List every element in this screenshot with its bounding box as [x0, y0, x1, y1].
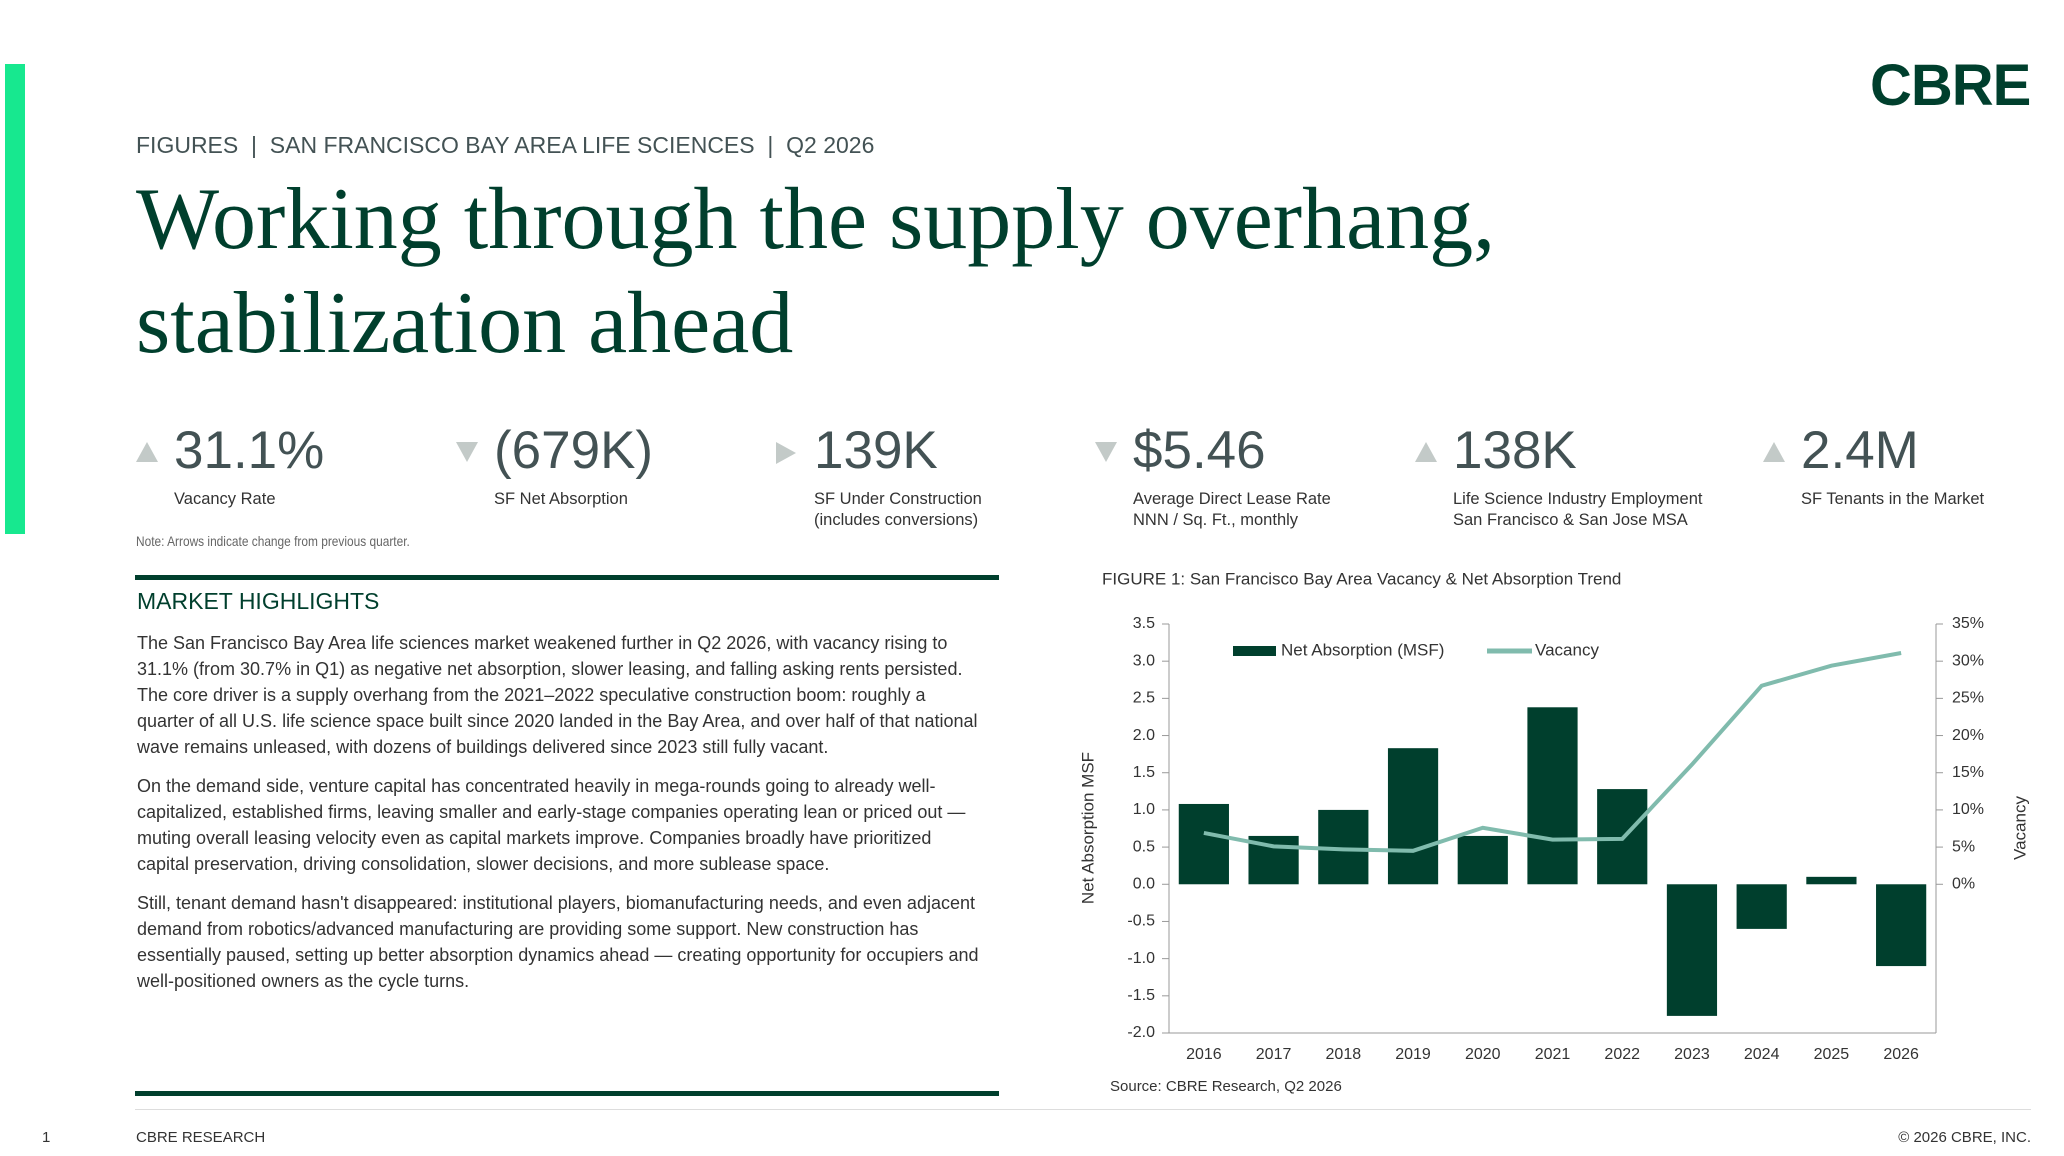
kicker: FIGURES | SAN FRANCISCO BAY AREA LIFE SC…	[136, 132, 875, 158]
stat-value: 138K	[1453, 421, 1577, 480]
x-tick-label: 2020	[1465, 1046, 1501, 1063]
paragraph: The San Francisco Bay Area life sciences…	[137, 633, 978, 757]
stat-label-line: SF Tenants in the Market	[1801, 490, 1985, 508]
x-tick-label: 2026	[1883, 1046, 1919, 1063]
stat-value: 139K	[814, 421, 938, 480]
y-tick-label: 2.5	[1133, 690, 1155, 707]
x-tick-label: 2019	[1395, 1046, 1431, 1063]
x-tick-label: 2023	[1674, 1046, 1710, 1063]
accent-bar	[5, 64, 25, 534]
bar	[1387, 748, 1439, 885]
bar	[1876, 884, 1927, 967]
y-axis-label: Net Absorption MSF	[1078, 752, 1097, 904]
rule	[135, 575, 999, 580]
stat-label-line: Vacancy Rate	[174, 490, 276, 508]
chart-title: FIGURE 1: San Francisco Bay Area Vacancy…	[1102, 569, 1621, 588]
trend-arrow	[1763, 442, 1785, 462]
footer-right: © 2026 CBRE, INC.	[1898, 1129, 2031, 1146]
stat-label-line: (includes conversions)	[814, 511, 979, 529]
y2-tick-label: 20%	[1952, 727, 1984, 744]
y-tick-label: 0.0	[1133, 875, 1155, 892]
bar	[1457, 835, 1508, 885]
x-tick-label: 2024	[1744, 1046, 1780, 1063]
legend-label: Net Absorption (MSF)	[1281, 640, 1444, 659]
section-heading: MARKET HIGHLIGHTS	[137, 588, 380, 614]
trend-arrow	[136, 442, 158, 462]
paragraph: On the demand side, venture capital has …	[137, 776, 966, 874]
x-tick-label: 2025	[1814, 1046, 1850, 1063]
stat-value: 2.4M	[1801, 421, 1919, 480]
bar	[1806, 876, 1857, 885]
trend-arrow	[776, 442, 796, 464]
y-tick-label: 3.0	[1133, 652, 1155, 669]
footer-left: CBRE RESEARCH	[136, 1129, 266, 1146]
bar	[1527, 707, 1578, 885]
y-tick-label: 1.0	[1133, 801, 1155, 818]
stat-label-line: NNN / Sq. Ft., monthly	[1133, 511, 1299, 529]
stat-label: SF Tenants in the Market	[1801, 489, 1984, 510]
y-tick-label: 3.5	[1133, 615, 1155, 632]
line	[1203, 651, 1902, 853]
note: Note: Arrows indicate change from previo…	[136, 533, 410, 549]
stat-value: $5.46	[1133, 421, 1266, 480]
page-number: 1	[42, 1129, 51, 1146]
stat-label-line: SF Net Absorption	[494, 490, 628, 508]
trend-arrow	[1095, 442, 1117, 462]
stat-label-line: Average Direct Lease Rate	[1133, 490, 1331, 508]
stat-value: 31.1%	[174, 421, 325, 480]
bar	[1666, 884, 1718, 1016]
trend-arrow	[456, 442, 478, 462]
logo: CBRE	[1870, 53, 2031, 118]
arrow-shape	[1415, 442, 1437, 462]
x-tick-label: 2022	[1604, 1046, 1640, 1063]
y2-tick-label: 0%	[1952, 875, 1975, 892]
stat-value: (679K)	[494, 421, 654, 480]
section-body: The San Francisco Bay Area life sciences…	[137, 630, 982, 1007]
y-tick-label: -1.0	[1127, 950, 1155, 967]
y-tick-label: 2.0	[1133, 727, 1155, 744]
page-title: Working through the supply overhang, sta…	[136, 171, 1496, 372]
y-tick-label: -1.5	[1127, 987, 1155, 1004]
y-tick-label: -2.0	[1127, 1024, 1155, 1041]
arrow-shape	[1763, 442, 1785, 462]
legend-swatch	[1233, 646, 1276, 656]
y-tick-label: 0.5	[1133, 838, 1155, 855]
arrow-shape	[776, 442, 796, 464]
x-tick-label: 2017	[1256, 1046, 1292, 1063]
bar	[1736, 884, 1787, 929]
rule	[135, 1091, 999, 1096]
y2-tick-label: 5%	[1952, 838, 1975, 855]
y2-tick-label: 25%	[1952, 690, 1984, 707]
stat-label-line: Life Science Industry Employment	[1453, 490, 1703, 508]
stat-label: Life Science Industry Employment San Fran…	[1453, 489, 1702, 531]
bar	[1178, 803, 1229, 885]
y2-tick-label: 30%	[1952, 652, 1984, 669]
stat-label: SF Net Absorption	[494, 489, 628, 510]
arrow-shape	[1095, 442, 1117, 462]
stat-label-line: San Francisco & San Jose MSA	[1453, 511, 1688, 529]
stat-label: SF Under Construction (includes conversio…	[814, 489, 982, 531]
y2-tick-label: 35%	[1952, 615, 1984, 632]
y2-tick-label: 10%	[1952, 801, 1984, 818]
stat-label-line: SF Under Construction	[814, 490, 982, 508]
x-tick-label: 2016	[1186, 1046, 1222, 1063]
legend-label: Vacancy	[1535, 640, 1599, 659]
paragraph: Still, tenant demand hasn't disappeared:…	[137, 893, 979, 991]
arrow-shape	[136, 442, 158, 462]
y-tick-label: 1.5	[1133, 764, 1155, 781]
trend-arrow	[1415, 442, 1437, 462]
stat-label: Vacancy Rate	[174, 489, 276, 510]
x-tick-label: 2018	[1326, 1046, 1362, 1063]
footer-rule	[135, 1109, 2031, 1110]
y2-axis-label: Vacancy	[2010, 796, 2029, 860]
arrow-shape	[456, 442, 478, 462]
y2-tick-label: 15%	[1952, 764, 1984, 781]
y-tick-label: -0.5	[1127, 913, 1155, 930]
stat-label: Average Direct Lease Rate NNN / Sq. Ft., …	[1133, 489, 1331, 531]
x-tick-label: 2021	[1535, 1046, 1571, 1063]
chart-source: Source: CBRE Research, Q2 2026	[1110, 1078, 1342, 1095]
